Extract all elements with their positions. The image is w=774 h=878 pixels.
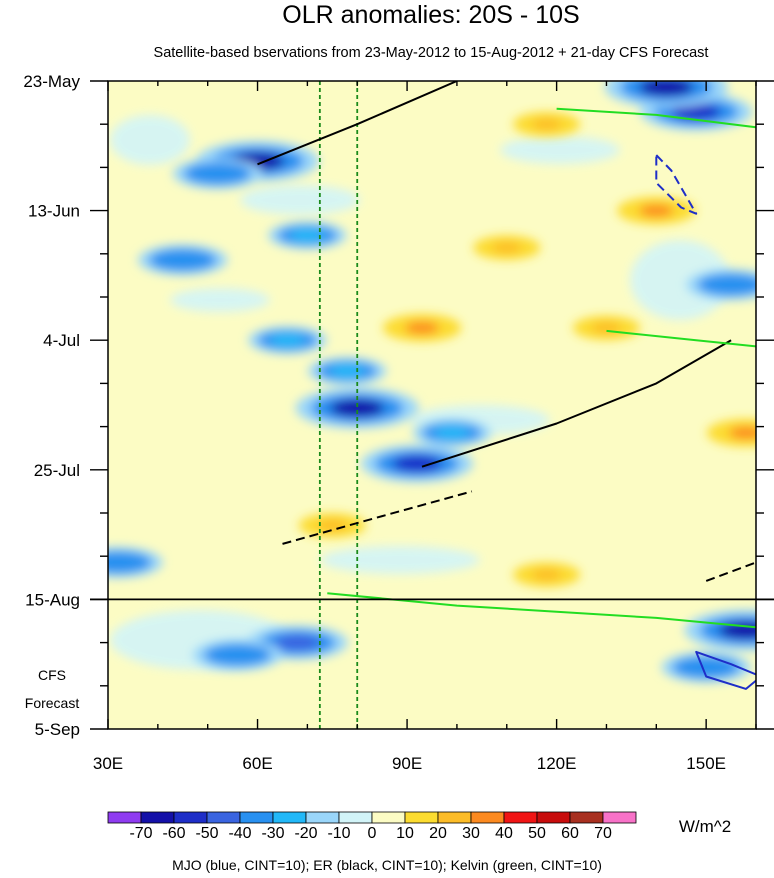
colorbar-tick-label: 60 — [561, 825, 579, 842]
anomaly-core — [671, 103, 721, 121]
anomaly-core — [531, 569, 562, 581]
colorbar-swatch — [470, 811, 505, 824]
colorbar-swatch — [305, 811, 340, 824]
contour-er — [257, 81, 458, 166]
plot-frame — [107, 80, 757, 730]
y-tick-label: 15-Aug — [25, 590, 80, 609]
y-tick-label: 25-Jul — [34, 461, 80, 480]
chart-title: OLR anomalies: 20S - 10S — [282, 1, 579, 29]
field-patch — [630, 240, 730, 320]
anomaly-core — [275, 635, 320, 651]
contour-er — [705, 561, 756, 582]
x-tick-label: 90E — [392, 754, 422, 773]
anomaly-core — [728, 426, 756, 439]
colorbar-swatch — [437, 811, 472, 824]
x-tick-label: 120E — [537, 754, 577, 773]
colorbar-tick-label: -40 — [228, 825, 251, 842]
colorbar-tick-label: 40 — [495, 825, 513, 842]
colorbar-units: W/m^2 — [679, 817, 731, 836]
colorbar-swatch — [569, 811, 604, 824]
colorbar-tick-label: 50 — [528, 825, 546, 842]
colorbar-tick-label: -70 — [129, 825, 152, 842]
anomaly-core — [317, 519, 348, 531]
colorbar-swatch — [206, 811, 241, 824]
anomaly-core — [591, 322, 622, 334]
anomaly-core — [492, 242, 522, 254]
colorbar-swatch — [107, 811, 142, 824]
colorbar-swatch — [404, 811, 439, 824]
contour-kelvin — [556, 107, 756, 129]
colorbar-tick-label: -60 — [162, 825, 185, 842]
forecast-label-line2: Forecast — [25, 695, 80, 711]
anomaly-core — [270, 334, 305, 347]
anomaly-core — [218, 648, 258, 662]
colorbar-tick-label: 30 — [462, 825, 480, 842]
anomaly-core — [711, 277, 751, 292]
colorbar-tick-label: -20 — [294, 825, 317, 842]
anomaly-core — [108, 555, 138, 570]
colorbar-swatch — [503, 811, 538, 824]
colorbar-swatch — [140, 811, 175, 824]
colorbar-swatch — [338, 811, 373, 824]
anomaly-core — [434, 426, 470, 439]
contour-legend-note: MJO (blue, CINT=10); ER (black, CINT=10)… — [172, 857, 602, 873]
colorbar-tick-label: 70 — [594, 825, 612, 842]
y-tick-label: 23-May — [23, 72, 80, 91]
colorbar-swatch — [173, 811, 208, 824]
anomaly-core — [198, 166, 238, 181]
y-tick-label: 5-Sep — [35, 720, 80, 739]
colorbar-swatch — [272, 811, 307, 824]
forecast-label-line1: CFS — [38, 667, 66, 683]
colorbar-tick-label: -50 — [195, 825, 218, 842]
colorbar-swatch — [239, 811, 274, 824]
colorbar-tick-label: 0 — [368, 825, 377, 842]
colorbar-tick-label: 10 — [396, 825, 414, 842]
colorbar-swatch — [371, 811, 406, 824]
anomaly-core — [330, 399, 385, 418]
anomaly-core — [392, 455, 442, 472]
x-tick-label: 30E — [93, 754, 123, 773]
anomaly-core — [163, 253, 203, 267]
contour-er — [282, 490, 473, 545]
x-tick-label: 60E — [242, 754, 272, 773]
field-patch — [240, 185, 360, 215]
colorbar-tick-label: 20 — [429, 825, 447, 842]
y-tick-label: 13-Jun — [28, 202, 80, 221]
anomaly-core — [639, 81, 694, 97]
anomaly-core — [686, 660, 726, 675]
field-patch — [170, 288, 270, 312]
y-tick-label: 4-Jul — [43, 331, 80, 350]
field-patch — [320, 546, 480, 574]
anomaly-core — [531, 118, 562, 130]
colorbar-tick-label: -10 — [327, 825, 350, 842]
anomaly-core — [290, 229, 325, 242]
contour-kelvin — [327, 592, 756, 629]
colorbar-swatch — [602, 811, 637, 824]
contour-mjo — [655, 154, 698, 215]
contour-er — [421, 339, 732, 468]
anomaly-core — [404, 321, 440, 335]
anomaly-core — [330, 364, 365, 378]
x-tick-label: 150E — [686, 754, 726, 773]
colorbar-tick-label: -30 — [261, 825, 284, 842]
colorbar-swatch — [536, 811, 571, 824]
contour-mjo — [695, 650, 756, 690]
contour-kelvin — [606, 329, 756, 348]
field-patch — [500, 136, 620, 164]
field-patch — [110, 115, 190, 165]
anomaly-core — [639, 204, 674, 217]
chart-subtitle: Satellite-based bservations from 23-May-… — [154, 45, 709, 61]
